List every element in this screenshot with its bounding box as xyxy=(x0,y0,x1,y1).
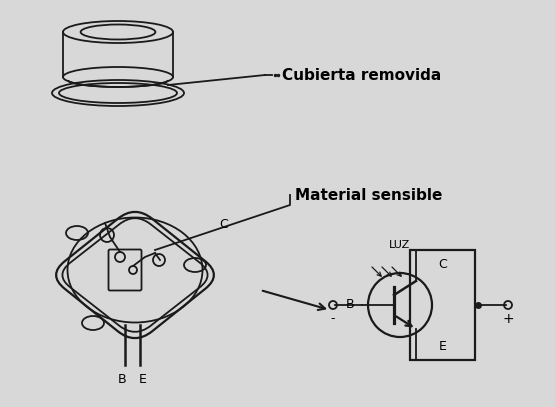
Text: E: E xyxy=(438,339,446,352)
Text: +: + xyxy=(502,312,514,326)
Text: LUZ: LUZ xyxy=(390,240,411,250)
Text: Material sensible: Material sensible xyxy=(295,188,442,203)
Text: Cubierta removida: Cubierta removida xyxy=(282,68,441,83)
Text: C: C xyxy=(219,219,228,232)
Text: B: B xyxy=(118,373,127,386)
Bar xyxy=(410,250,475,360)
Text: B: B xyxy=(346,298,354,311)
Text: E: E xyxy=(139,373,147,386)
Text: -: - xyxy=(331,313,335,326)
Text: C: C xyxy=(438,258,447,271)
